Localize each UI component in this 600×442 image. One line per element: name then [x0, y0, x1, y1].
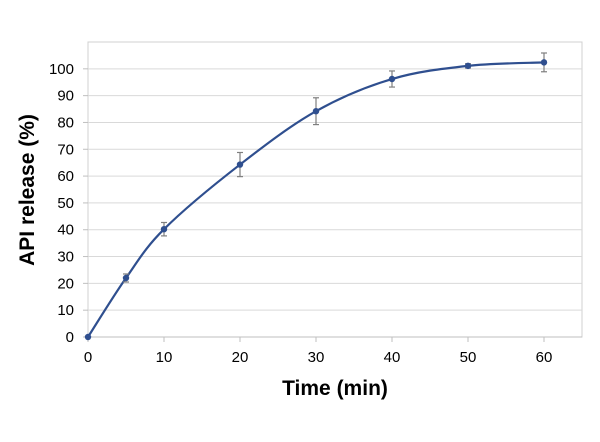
data-point	[236, 161, 244, 168]
x-axis-title: Time (min)	[282, 377, 388, 400]
x-tick-label: 0	[84, 349, 92, 366]
y-axis-title: API release (%)	[16, 114, 39, 266]
data-point	[388, 75, 396, 83]
data-point	[122, 274, 130, 282]
data-point	[312, 107, 320, 115]
series-line	[87, 61, 545, 338]
y-tick-label: 80	[57, 114, 74, 131]
axes: 0 10 20 30 40 50 60 70 80 90 100 0 10 20 30 40 50 60	[49, 61, 582, 366]
y-tick-label: 60	[57, 168, 74, 185]
x-tick-label: 50	[460, 349, 477, 366]
y-tick-label: 20	[57, 275, 74, 292]
gridlines	[88, 68, 582, 311]
y-tick-label: 40	[57, 222, 74, 239]
y-tick-label: 100	[49, 61, 74, 78]
x-tick-label: 20	[232, 349, 249, 366]
x-tick-label: 60	[536, 349, 553, 366]
data-point	[160, 225, 168, 233]
y-tick-label: 0	[66, 329, 74, 346]
x-tick-label: 30	[308, 349, 325, 366]
data-point	[84, 333, 92, 341]
x-tick-label: 40	[384, 349, 401, 366]
series-layer	[84, 52, 548, 341]
x-tick-label: 10	[156, 349, 173, 366]
y-tick-label: 30	[57, 249, 74, 266]
y-tick-label: 90	[57, 88, 74, 105]
y-tick-label: 70	[57, 141, 74, 158]
data-point	[540, 59, 548, 66]
y-tick-label: 50	[57, 195, 74, 212]
plot-area-border	[87, 41, 583, 338]
data-point	[464, 62, 472, 70]
y-tick-label: 10	[57, 302, 74, 319]
